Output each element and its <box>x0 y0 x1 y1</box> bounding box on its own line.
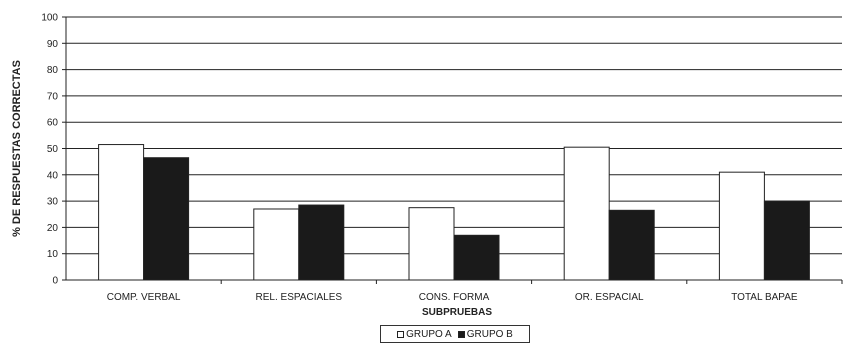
legend: GRUPO A GRUPO B <box>380 325 530 343</box>
y-tick-label: 10 <box>47 249 59 260</box>
legend-swatch-grupo-b <box>457 330 465 338</box>
x-axis-category-labels: COMP. VERBAL REL. ESPACIALES CONS. FORMA OR… <box>107 280 843 303</box>
y-tick-label: 50 <box>47 144 59 155</box>
bar-grupo-a <box>563 146 610 281</box>
legend-item-grupo-b: GRUPO B <box>457 328 513 340</box>
bars <box>98 144 810 281</box>
y-tick-label: 30 <box>47 197 59 208</box>
bar-grupo-b <box>453 234 500 281</box>
gridlines <box>66 16 842 255</box>
bar-grupo-b <box>143 157 190 281</box>
bar-grupo-b <box>763 200 810 281</box>
y-tick-label: 0 <box>52 276 58 287</box>
bar-grupo-a <box>253 208 300 281</box>
y-tick-label: 80 <box>47 65 59 76</box>
legend-swatch-grupo-a <box>397 330 405 338</box>
x-category-label: TOTAL BAPAE <box>731 292 798 303</box>
y-tick-label: 20 <box>47 223 59 234</box>
legend-label-grupo-a: GRUPO A <box>406 328 452 340</box>
y-tick-label: 70 <box>47 91 59 102</box>
x-category-label: REL. ESPACIALES <box>256 292 343 303</box>
bar-grupo-a <box>408 207 455 281</box>
bar-grupo-b <box>608 209 655 281</box>
bar-grupo-b <box>298 204 345 281</box>
y-tick-label: 60 <box>47 118 59 129</box>
x-axis-title: SUBPRUEBAS <box>422 307 492 318</box>
bar-grupo-a <box>718 171 765 281</box>
legend-label-grupo-b: GRUPO B <box>466 328 513 340</box>
x-category-label: CONS. FORMA <box>419 292 490 303</box>
x-category-label: OR. ESPACIAL <box>575 292 644 303</box>
y-axis-title: % DE RESPUESTAS CORRECTAS <box>11 60 23 237</box>
bar-chart: 0 10 20 30 40 50 60 70 80 90 100 COMP. VERBAL REL. … <box>11 13 843 318</box>
y-tick-label: 40 <box>47 170 59 181</box>
bar-grupo-a <box>98 144 145 281</box>
y-tick-label: 90 <box>47 39 59 50</box>
x-category-label: COMP. VERBAL <box>107 292 181 303</box>
y-tick-label: 100 <box>41 13 58 24</box>
legend-item-grupo-a: GRUPO A <box>397 329 452 340</box>
y-axis-ticks: 0 10 20 30 40 50 60 70 80 90 100 <box>41 13 66 287</box>
